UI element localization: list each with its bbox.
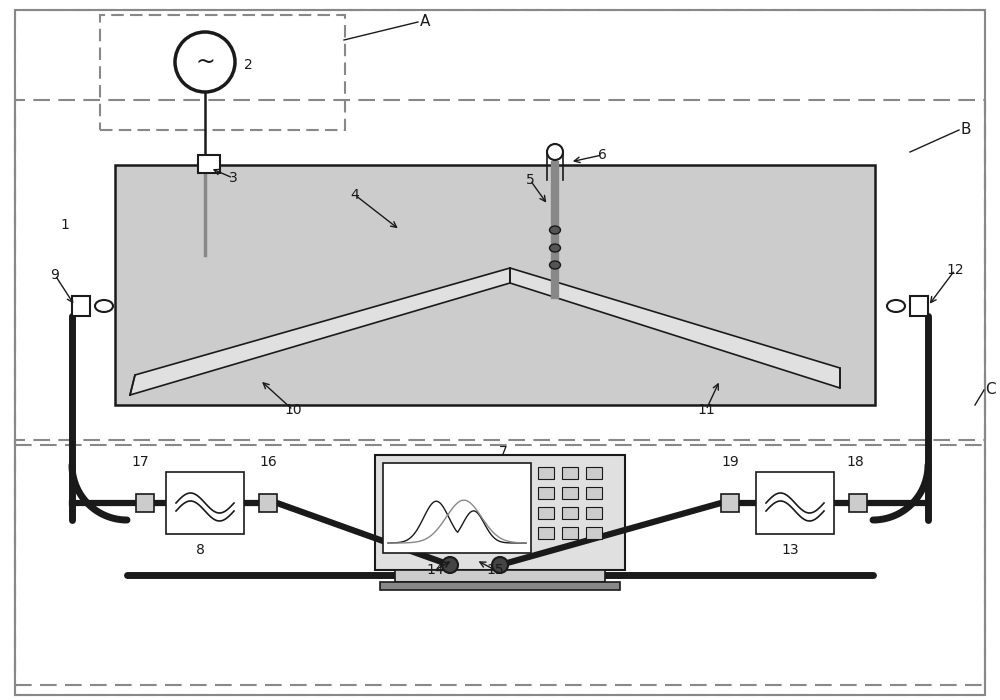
Text: 6: 6 (598, 148, 606, 162)
Bar (538, 527, 554, 539)
Text: 12: 12 (946, 263, 964, 277)
Bar (383, 463, 531, 553)
Text: B: B (960, 122, 970, 137)
Bar (562, 467, 578, 479)
Text: 13: 13 (781, 543, 799, 557)
Bar (136, 494, 154, 512)
Text: 10: 10 (284, 403, 302, 417)
Bar (538, 487, 554, 499)
Bar (72, 296, 90, 316)
Circle shape (175, 32, 235, 92)
Ellipse shape (550, 226, 560, 234)
Text: 2: 2 (244, 58, 252, 72)
Text: A: A (420, 15, 430, 29)
Bar (586, 487, 602, 499)
Bar (586, 467, 602, 479)
Bar (721, 494, 739, 512)
Bar (166, 472, 244, 534)
Bar (198, 155, 220, 173)
Bar (395, 570, 605, 582)
Text: 1: 1 (61, 218, 69, 232)
Bar (586, 527, 602, 539)
Polygon shape (130, 268, 510, 395)
Text: C: C (985, 382, 996, 398)
Bar (586, 507, 602, 519)
Text: 18: 18 (846, 455, 864, 469)
Bar (849, 494, 867, 512)
Bar (380, 582, 620, 590)
Text: 8: 8 (196, 543, 204, 557)
Bar (562, 507, 578, 519)
Bar (259, 494, 277, 512)
Polygon shape (510, 268, 840, 388)
Text: 16: 16 (259, 455, 277, 469)
Bar (910, 296, 928, 316)
Ellipse shape (887, 300, 905, 312)
Circle shape (492, 557, 508, 573)
Bar (115, 165, 875, 405)
Text: 9: 9 (51, 268, 59, 282)
Text: ~: ~ (195, 50, 215, 74)
Circle shape (442, 557, 458, 573)
Text: 5: 5 (526, 173, 534, 187)
Circle shape (547, 144, 563, 160)
Bar (562, 487, 578, 499)
Bar (538, 467, 554, 479)
Text: 17: 17 (131, 455, 149, 469)
Bar (375, 455, 625, 570)
Bar (15, 440, 985, 685)
Ellipse shape (95, 300, 113, 312)
Bar (756, 472, 834, 534)
Text: 7: 7 (499, 445, 507, 459)
Text: 14: 14 (426, 563, 444, 577)
Bar (538, 507, 554, 519)
Text: 4: 4 (351, 188, 359, 202)
Bar (100, 15, 345, 130)
Text: 19: 19 (721, 455, 739, 469)
Bar (15, 100, 985, 445)
Text: 15: 15 (486, 563, 504, 577)
Ellipse shape (550, 261, 560, 269)
Text: 3: 3 (229, 171, 237, 185)
Ellipse shape (550, 244, 560, 252)
Text: 11: 11 (697, 403, 715, 417)
Bar (562, 527, 578, 539)
